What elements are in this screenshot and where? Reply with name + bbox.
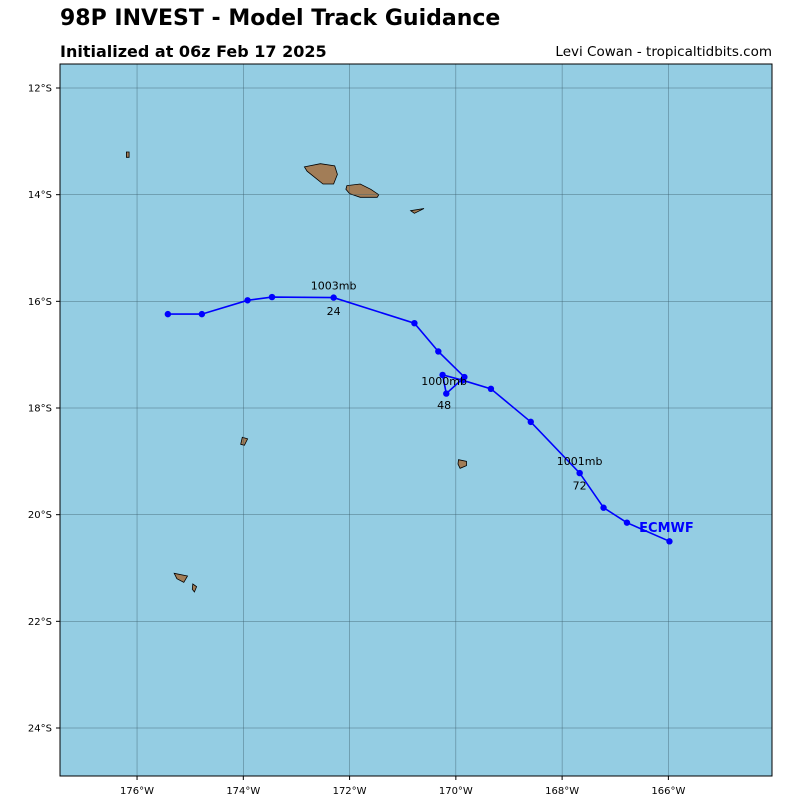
lon-tick-label: 174°W bbox=[226, 786, 260, 797]
track-point bbox=[268, 293, 276, 301]
plot-frame bbox=[59, 63, 773, 777]
lat-tick-label: 16°S bbox=[28, 297, 52, 308]
track-point bbox=[527, 418, 534, 426]
track-point bbox=[487, 385, 495, 392]
lat-tick-label: 20°S bbox=[28, 510, 52, 521]
track-point bbox=[443, 390, 450, 397]
island-shape bbox=[303, 163, 338, 185]
track-point bbox=[600, 504, 607, 511]
island-shape bbox=[240, 436, 249, 446]
lon-tick-label: 166°W bbox=[651, 786, 685, 797]
lon-tick-label: 172°W bbox=[333, 786, 367, 797]
track-point bbox=[244, 297, 251, 304]
ocean-background bbox=[60, 64, 772, 776]
track-point bbox=[461, 373, 468, 381]
track-point bbox=[330, 294, 337, 301]
credit-text: Levi Cowan - tropicaltidbits.com bbox=[555, 44, 772, 60]
track-point bbox=[435, 348, 442, 355]
lat-tick-label: 24°S bbox=[28, 724, 52, 735]
lat-tick-label: 18°S bbox=[28, 404, 52, 415]
track-point bbox=[666, 538, 673, 545]
lat-tick-label: 14°S bbox=[28, 190, 52, 201]
lon-tick-label: 168°W bbox=[545, 786, 579, 797]
island-shape bbox=[457, 459, 467, 469]
track-annotation: 24 bbox=[327, 305, 341, 318]
track-annotation: 1001mb bbox=[557, 455, 603, 468]
track-point bbox=[623, 519, 631, 526]
track-point bbox=[164, 310, 172, 318]
island-shape bbox=[345, 183, 380, 198]
island-shape bbox=[173, 572, 189, 583]
chart-subtitle: Initialized at 06z Feb 17 2025 bbox=[60, 42, 327, 61]
track-annotation: 1000mb bbox=[421, 375, 467, 388]
track-annotation: 72 bbox=[573, 479, 587, 492]
lat-tick-label: 22°S bbox=[28, 617, 52, 628]
lon-tick-label: 176°W bbox=[120, 786, 154, 797]
model-label: ECMWF bbox=[639, 521, 694, 536]
track-point bbox=[198, 310, 206, 318]
track-point bbox=[576, 469, 583, 477]
track-point bbox=[439, 371, 446, 379]
island-shape bbox=[191, 583, 198, 593]
island-shape bbox=[126, 151, 130, 158]
track-point bbox=[411, 320, 418, 327]
lat-tick-label: 12°S bbox=[28, 84, 52, 95]
track-annotation: 1003mb bbox=[311, 279, 357, 292]
island-shape bbox=[409, 208, 425, 214]
track-annotation: 48 bbox=[437, 399, 451, 412]
chart-title: 98P INVEST - Model Track Guidance bbox=[60, 6, 501, 31]
lon-tick-label: 170°W bbox=[439, 786, 473, 797]
